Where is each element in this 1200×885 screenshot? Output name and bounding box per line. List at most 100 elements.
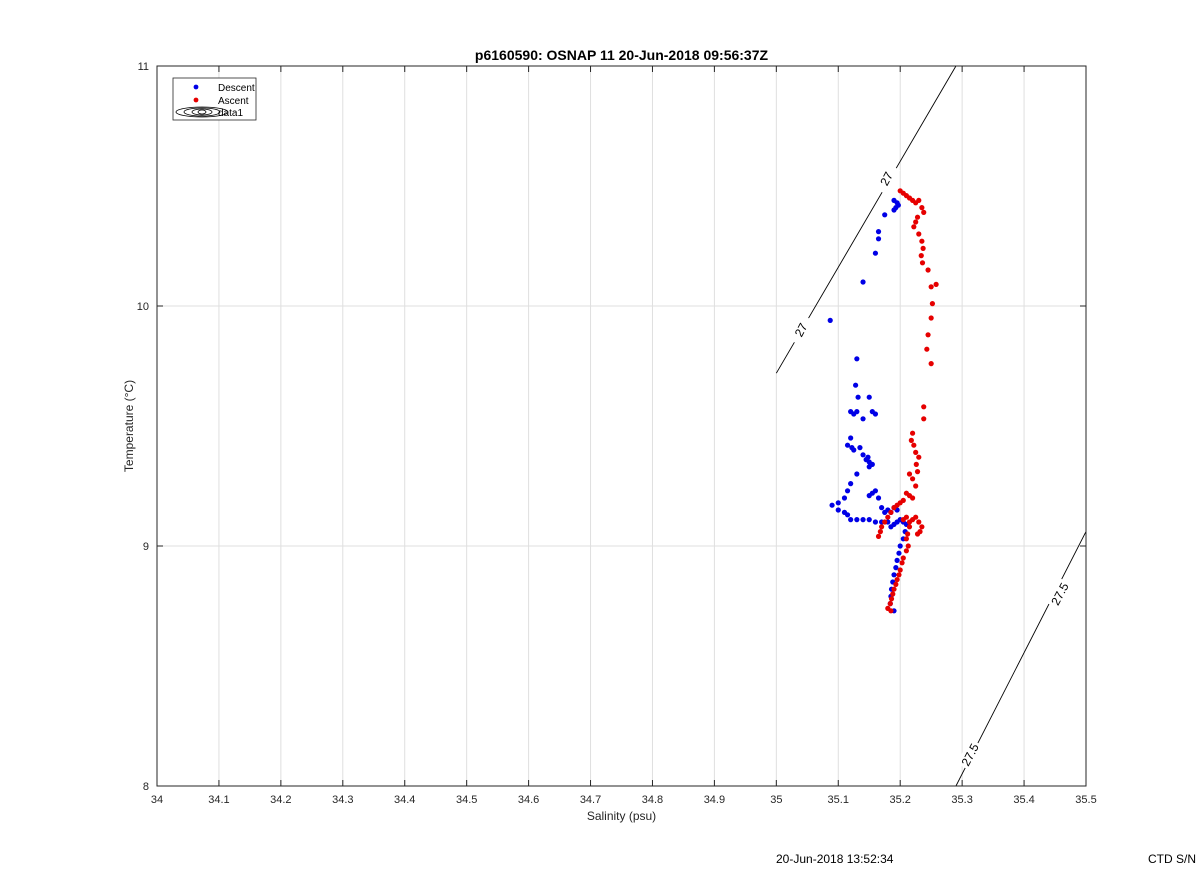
descent-point	[860, 279, 866, 285]
x-tick-label: 34	[151, 794, 163, 806]
ascent-point	[903, 514, 909, 520]
axis-ticks: 34 34.1 34.2 34.3 34.4 34.5 34.6 34.7 34.8 34.9 35…	[137, 61, 1097, 806]
ascent-point	[888, 509, 894, 515]
contour-legend-icon	[175, 106, 229, 118]
ascent-point	[909, 476, 916, 482]
ascent-point	[903, 548, 909, 554]
ascent-point	[920, 245, 926, 251]
descent-point	[882, 212, 888, 218]
ascent-point	[887, 601, 893, 607]
descent-point	[860, 517, 866, 523]
legend-data1-label: data1	[218, 108, 243, 119]
axes-frame	[156, 65, 1087, 787]
descent-point	[855, 394, 861, 400]
ascent-point	[913, 483, 919, 489]
descent-point	[865, 454, 871, 460]
ascent-point	[921, 404, 927, 410]
y-axis-label: Temperature (°C)	[122, 380, 136, 472]
descent-point	[875, 495, 882, 501]
x-tick-label: 35.4	[1013, 794, 1034, 806]
descent-point	[844, 442, 851, 448]
contour-legend-ring	[175, 106, 229, 118]
footer-timestamp: 20-Jun-2018 13:52:34	[776, 852, 894, 866]
ascent-point	[919, 238, 925, 244]
contour-label-bg	[872, 162, 901, 195]
ascent-point	[914, 214, 921, 220]
descent-point	[891, 572, 897, 578]
descent-point	[872, 411, 879, 417]
descent-point	[872, 519, 879, 525]
ascent-point	[905, 543, 911, 549]
ascent-point	[900, 555, 906, 561]
x-axis-label: Salinity (psu)	[587, 809, 656, 823]
descent-point	[848, 481, 854, 487]
descent-point	[841, 495, 848, 501]
contour-legend-ring	[197, 109, 207, 115]
descent-point	[854, 409, 860, 415]
x-tick-label: 34.7	[580, 794, 601, 806]
y-tick-label: 11	[138, 61, 149, 73]
descent-point	[844, 488, 851, 494]
ascent-point	[911, 442, 917, 448]
ascent-point	[908, 437, 914, 443]
ascent-point	[919, 260, 926, 266]
x-tick-label: 35.3	[951, 794, 972, 806]
contour-label-bg	[1046, 577, 1074, 611]
ascent-point	[888, 608, 894, 614]
ascent-point	[916, 231, 922, 237]
descent-point	[866, 493, 872, 499]
descent-point	[896, 550, 902, 556]
contour-label: 27	[792, 321, 811, 340]
ascent-point	[885, 514, 891, 520]
legend-ascent-label: Ascent	[218, 96, 249, 107]
descent-point	[853, 382, 859, 388]
ascent-point	[916, 519, 922, 525]
ascent-point	[928, 284, 934, 290]
ascent-point	[925, 332, 931, 338]
x-tick-label: 35.5	[1075, 794, 1096, 806]
descent-point	[872, 250, 879, 256]
ascent-point	[906, 471, 913, 477]
ascent-point	[916, 454, 922, 460]
series-ascent	[875, 188, 939, 614]
ascent-point	[925, 267, 931, 273]
footer-serial: CTD S/N	[1148, 852, 1196, 866]
x-tick-label: 35	[770, 794, 782, 806]
ascent-point	[875, 533, 882, 540]
grid	[156, 65, 1087, 787]
x-tick-label: 35.2	[889, 794, 910, 806]
ascent-point	[891, 505, 897, 511]
descent-point	[879, 505, 885, 511]
ascent-point	[903, 536, 909, 542]
descent-point	[851, 447, 857, 453]
ascent-point	[924, 346, 930, 352]
x-tick-label: 35.1	[828, 794, 849, 806]
ascent-point	[913, 461, 919, 467]
ascent-point	[916, 197, 922, 203]
ascent-point	[918, 253, 924, 259]
contour-label-bg	[787, 313, 815, 347]
y-tick-label: 9	[143, 541, 149, 553]
descent-point	[860, 452, 866, 458]
x-tick-label: 34.4	[394, 794, 415, 806]
contour-legend-ring	[183, 107, 221, 117]
ascent-point	[877, 529, 883, 535]
descent-point	[857, 445, 863, 451]
ascent-point	[921, 209, 927, 215]
descent-point	[844, 512, 851, 518]
ascent-point	[906, 524, 913, 530]
descent-point	[869, 461, 875, 467]
ascent-point	[894, 577, 900, 583]
x-tick-label: 34.6	[518, 794, 539, 806]
ascent-point	[909, 495, 916, 501]
descent-point	[897, 543, 903, 549]
descent-point	[848, 435, 854, 441]
ascent-point	[919, 205, 925, 211]
ascent-point	[911, 224, 917, 230]
descent-point	[854, 356, 860, 362]
descent-point	[848, 517, 854, 523]
descent-point	[854, 517, 860, 523]
descent-point	[866, 394, 872, 400]
